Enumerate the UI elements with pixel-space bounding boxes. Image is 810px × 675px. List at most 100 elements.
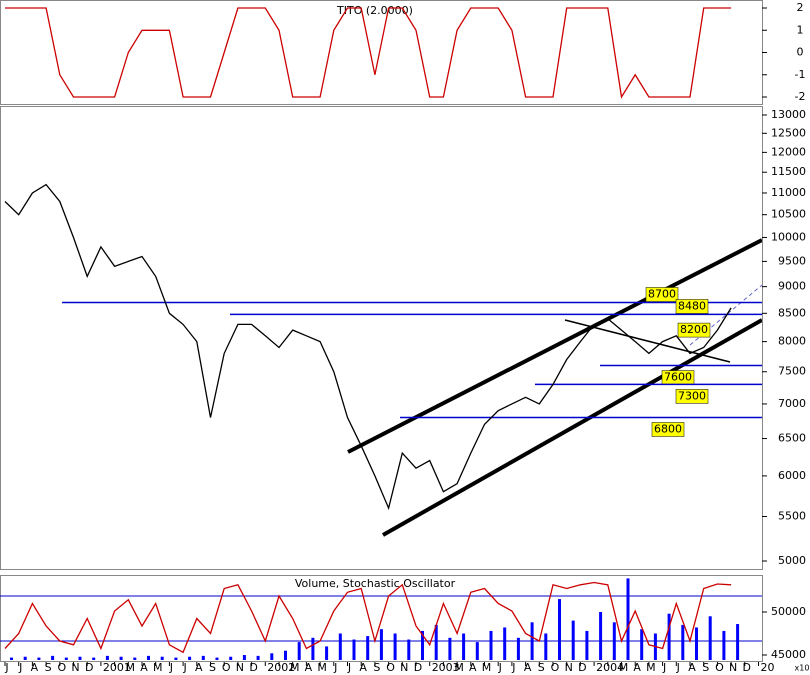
level-box — [675, 299, 709, 314]
level-label: 8700 — [648, 287, 676, 300]
x-tick-label: O — [222, 661, 231, 674]
bar — [379, 629, 383, 660]
bar — [434, 624, 438, 660]
bar — [489, 630, 493, 660]
bar — [503, 627, 507, 660]
bar — [64, 657, 68, 660]
x-tick-label: O — [551, 661, 560, 674]
bar — [270, 653, 274, 660]
x-tick-label: D — [249, 661, 257, 674]
y-tick-label: 7500 — [778, 365, 806, 378]
x-tick-label: N — [565, 661, 573, 674]
x-tick-label: A — [195, 661, 203, 674]
bar — [462, 633, 466, 660]
x-tick-label: A — [688, 661, 696, 674]
bar — [475, 642, 479, 660]
level-label: 7300 — [678, 389, 706, 402]
bar — [325, 646, 329, 660]
bottom-panel — [0, 575, 763, 662]
level-box — [675, 389, 709, 404]
x-tick-label: M — [126, 661, 136, 674]
bar — [695, 627, 698, 660]
stochastic-line — [4, 581, 732, 654]
bar — [37, 657, 41, 660]
level-label: 6800 — [654, 422, 682, 435]
y-tick-label: 45000 — [771, 648, 806, 661]
bar — [516, 637, 520, 660]
x-tick-label: M — [646, 661, 656, 674]
x-tick-label: J — [347, 661, 351, 674]
x-tick-label: M — [153, 661, 163, 674]
bar — [736, 624, 740, 660]
x-tick-label: D — [578, 661, 586, 674]
bar — [393, 633, 397, 660]
y-tick-label: 5000 — [778, 554, 806, 567]
bar — [681, 624, 685, 660]
bar — [626, 578, 630, 660]
bar — [174, 657, 178, 660]
bar — [448, 637, 452, 660]
x-tick-label: M — [317, 661, 327, 674]
y-tick-label: 11500 — [771, 165, 806, 178]
x-tick-label: J — [169, 661, 173, 674]
y-tick-label: -1 — [795, 68, 806, 81]
bar — [23, 656, 27, 660]
x-tick-label: J — [4, 661, 8, 674]
x-tick-label: 20 — [761, 661, 775, 674]
y-tick-label: 50000 — [771, 605, 806, 618]
bar — [421, 630, 424, 660]
x-tick-label: J — [498, 661, 502, 674]
x-tick-label: 2004 — [596, 661, 624, 674]
top-title: TITO (2.0000) — [336, 4, 413, 17]
x-tick-label: J — [511, 661, 515, 674]
y-tick-label: 1 — [797, 23, 804, 36]
bar — [311, 637, 315, 660]
x-tick-label: M — [454, 661, 464, 674]
bar — [147, 655, 150, 660]
bar — [544, 633, 548, 660]
x-tick-label: J — [662, 661, 666, 674]
bar — [256, 655, 260, 660]
x-tick-label: S — [538, 661, 545, 674]
x-tick-label: A — [31, 661, 39, 674]
y-tick-label: 0 — [797, 46, 804, 59]
bar — [667, 613, 671, 660]
x-tick-label: A — [359, 661, 367, 674]
bar — [119, 656, 123, 660]
x-tick-label: N — [400, 661, 408, 674]
x-tick-label: A — [140, 661, 148, 674]
x-tick-label: A — [524, 661, 532, 674]
x-tick-label: 2002 — [267, 661, 295, 674]
line — [5, 7, 732, 99]
bar — [407, 639, 411, 660]
bar — [640, 629, 644, 660]
bar — [105, 655, 109, 660]
y-tick-label: -2 — [795, 90, 806, 103]
x-tick-label: J — [676, 661, 680, 674]
bottom-title: Volume, Stochastic Oscillator — [295, 577, 456, 590]
line — [4, 183, 732, 511]
y-tick-label: 10000 — [771, 230, 806, 243]
level-label: 7600 — [664, 371, 692, 384]
x-tick-label: O — [386, 661, 395, 674]
x-tick-label: A — [305, 661, 313, 674]
y-tick-label: 11000 — [771, 186, 806, 199]
bar — [133, 657, 137, 660]
y-tick-label: 9500 — [778, 254, 806, 267]
main-panel — [0, 106, 763, 570]
y-tick-label: 13000 — [771, 108, 806, 121]
bar — [722, 630, 726, 660]
bar — [188, 656, 192, 660]
x-tick-label: S — [45, 661, 52, 674]
channel-lower — [382, 318, 762, 537]
y-tick-label: 9000 — [778, 280, 806, 293]
y-tick-label: 6500 — [778, 432, 806, 445]
y-tick-label: 5500 — [778, 510, 806, 523]
y-tick-label: 2 — [797, 1, 804, 14]
x-tick-label: M — [482, 661, 492, 674]
x-tick-label: D — [85, 661, 93, 674]
x-tick-label: S — [702, 661, 709, 674]
